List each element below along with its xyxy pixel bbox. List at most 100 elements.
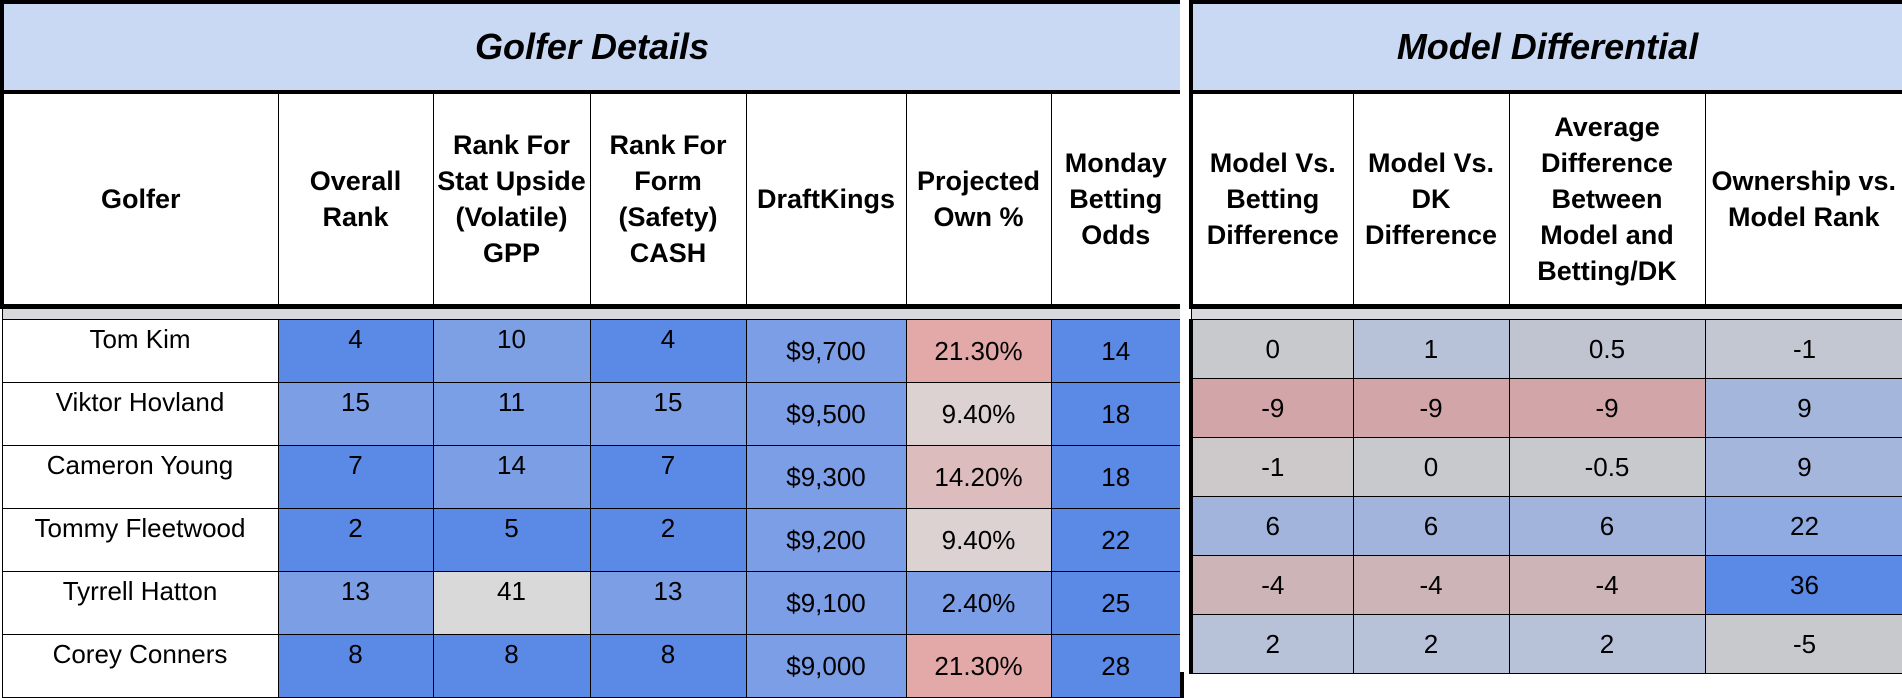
table-row: Corey Conners 8 8 8 $9,000 21.30% 28 (1, 634, 1184, 698)
stat-upside-rank-cell[interactable]: 5 (432, 508, 591, 572)
overall-rank-cell[interactable]: 15 (277, 382, 434, 446)
betting-odds-cell[interactable]: 14 (1050, 319, 1184, 383)
model-vs-dk-cell[interactable]: 0 (1352, 437, 1510, 497)
overall-rank-cell[interactable]: 8 (277, 634, 434, 698)
ownership-vs-model-cell[interactable]: 36 (1704, 555, 1902, 615)
golfer-name-cell[interactable]: Viktor Hovland (1, 382, 279, 446)
overall-rank-cell[interactable]: 4 (277, 319, 434, 383)
average-difference-cell[interactable]: -0.5 (1508, 437, 1706, 497)
projected-own-cell[interactable]: 9.40% (905, 508, 1052, 572)
form-rank-cell[interactable]: 8 (589, 634, 747, 698)
model-vs-betting-cell[interactable]: 6 (1189, 496, 1354, 556)
draftkings-salary-cell[interactable]: $9,200 (745, 508, 907, 572)
ownership-vs-model-cell[interactable]: 9 (1704, 378, 1902, 438)
table-row: -4 -4 -4 36 (1189, 555, 1902, 615)
table-row: 2 2 2 -5 (1189, 614, 1902, 674)
col-header-draftkings[interactable]: DraftKings (745, 90, 907, 309)
average-difference-cell[interactable]: 2 (1508, 614, 1706, 674)
golfer-name-cell[interactable]: Tyrrell Hatton (1, 571, 279, 635)
draftkings-salary-cell[interactable]: $9,000 (745, 634, 907, 698)
table-row: Cameron Young 7 14 7 $9,300 14.20% 18 (1, 445, 1184, 509)
golfer-details-table: Golfer Details Golfer Overall Rank Rank … (0, 0, 1184, 698)
golfer-details-header-row: Golfer Overall Rank Rank For Stat Upside… (0, 90, 1184, 309)
model-vs-betting-cell[interactable]: 0 (1189, 319, 1354, 379)
col-header-average-difference[interactable]: Average Difference Between Model and Bet… (1508, 90, 1706, 309)
ownership-vs-model-cell[interactable]: -5 (1704, 614, 1902, 674)
golfer-details-body: Tom Kim 4 10 4 $9,700 21.30% 14 Viktor Hovland 1… (1, 319, 1184, 698)
model-vs-dk-cell[interactable]: 1 (1352, 319, 1510, 379)
ownership-vs-model-cell[interactable]: -1 (1704, 319, 1902, 379)
table-row: Viktor Hovland 15 11 15 $9,500 9.40% 18 (1, 382, 1184, 446)
overall-rank-cell[interactable]: 13 (277, 571, 434, 635)
betting-odds-cell[interactable]: 18 (1050, 382, 1184, 446)
col-header-betting-odds[interactable]: Monday Betting Odds (1050, 90, 1184, 309)
stat-upside-rank-cell[interactable]: 10 (432, 319, 591, 383)
ownership-vs-model-cell[interactable]: 22 (1704, 496, 1902, 556)
table-row: Tyrrell Hatton 13 41 13 $9,100 2.40% 25 (1, 571, 1184, 635)
stat-upside-rank-cell[interactable]: 8 (432, 634, 591, 698)
ownership-vs-model-cell[interactable]: 9 (1704, 437, 1902, 497)
model-vs-dk-cell[interactable]: 2 (1352, 614, 1510, 674)
form-rank-cell[interactable]: 13 (589, 571, 747, 635)
stat-upside-rank-cell[interactable]: 11 (432, 382, 591, 446)
table-row: -9 -9 -9 9 (1189, 378, 1902, 438)
header-spacer (1, 306, 1183, 320)
form-rank-cell[interactable]: 4 (589, 319, 747, 383)
betting-odds-cell[interactable]: 22 (1050, 508, 1184, 572)
model-differential-title: Model Differential (1188, 0, 1902, 94)
betting-odds-cell[interactable]: 25 (1050, 571, 1184, 635)
average-difference-cell[interactable]: -4 (1508, 555, 1706, 615)
average-difference-cell[interactable]: -9 (1508, 378, 1706, 438)
col-header-golfer[interactable]: Golfer (0, 90, 279, 309)
golfer-details-title: Golfer Details (0, 0, 1184, 94)
col-header-model-vs-dk[interactable]: Model Vs. DK Difference (1352, 90, 1510, 309)
overall-rank-cell[interactable]: 7 (277, 445, 434, 509)
col-header-ownership-vs-model[interactable]: Ownership vs. Model Rank (1704, 90, 1902, 309)
stat-upside-rank-cell[interactable]: 14 (432, 445, 591, 509)
projected-own-cell[interactable]: 21.30% (905, 319, 1052, 383)
golfer-name-cell[interactable]: Cameron Young (1, 445, 279, 509)
header-spacer (1190, 306, 1902, 320)
model-vs-betting-cell[interactable]: 2 (1189, 614, 1354, 674)
golfer-name-cell[interactable]: Corey Conners (1, 634, 279, 698)
projected-own-cell[interactable]: 2.40% (905, 571, 1052, 635)
average-difference-cell[interactable]: 6 (1508, 496, 1706, 556)
projected-own-cell[interactable]: 21.30% (905, 634, 1052, 698)
form-rank-cell[interactable]: 15 (589, 382, 747, 446)
model-vs-betting-cell[interactable]: -1 (1189, 437, 1354, 497)
average-difference-cell[interactable]: 0.5 (1508, 319, 1706, 379)
table-row: Tom Kim 4 10 4 $9,700 21.30% 14 (1, 319, 1184, 383)
col-header-overall-rank[interactable]: Overall Rank (277, 90, 434, 309)
betting-odds-cell[interactable]: 18 (1050, 445, 1184, 509)
model-differential-body: 0 1 0.5 -1 -9 -9 -9 9 -1 0 -0.5 9 6 6 6 22 -4 -4 -4 36 2 2 2 -5 (1189, 319, 1902, 674)
betting-odds-cell[interactable]: 28 (1050, 634, 1184, 698)
overall-rank-cell[interactable]: 2 (277, 508, 434, 572)
table-row: 0 1 0.5 -1 (1189, 319, 1902, 379)
form-rank-cell[interactable]: 7 (589, 445, 747, 509)
draftkings-salary-cell[interactable]: $9,100 (745, 571, 907, 635)
model-differential-header-row: Model Vs. Betting Difference Model Vs. D… (1189, 90, 1902, 309)
model-vs-dk-cell[interactable]: -9 (1352, 378, 1510, 438)
model-vs-betting-cell[interactable]: -9 (1189, 378, 1354, 438)
draftkings-salary-cell[interactable]: $9,300 (745, 445, 907, 509)
projected-own-cell[interactable]: 14.20% (905, 445, 1052, 509)
model-vs-betting-cell[interactable]: -4 (1189, 555, 1354, 615)
col-header-model-vs-betting[interactable]: Model Vs. Betting Difference (1189, 90, 1354, 309)
model-vs-dk-cell[interactable]: -4 (1352, 555, 1510, 615)
stat-upside-rank-cell[interactable]: 41 (432, 571, 591, 635)
golfer-name-cell[interactable]: Tommy Fleetwood (1, 508, 279, 572)
golfer-name-cell[interactable]: Tom Kim (1, 319, 279, 383)
draftkings-salary-cell[interactable]: $9,700 (745, 319, 907, 383)
table-row: 6 6 6 22 (1189, 496, 1902, 556)
table-row: -1 0 -0.5 9 (1189, 437, 1902, 497)
col-header-form-rank[interactable]: Rank For Form (Safety) CASH (589, 90, 747, 309)
draftkings-salary-cell[interactable]: $9,500 (745, 382, 907, 446)
model-vs-dk-cell[interactable]: 6 (1352, 496, 1510, 556)
table-gap (1180, 0, 1189, 672)
col-header-projected-own[interactable]: Projected Own % (905, 90, 1052, 309)
col-header-stat-upside-rank[interactable]: Rank For Stat Upside (Volatile) GPP (432, 90, 591, 309)
form-rank-cell[interactable]: 2 (589, 508, 747, 572)
table-row: Tommy Fleetwood 2 5 2 $9,200 9.40% 22 (1, 508, 1184, 572)
projected-own-cell[interactable]: 9.40% (905, 382, 1052, 446)
